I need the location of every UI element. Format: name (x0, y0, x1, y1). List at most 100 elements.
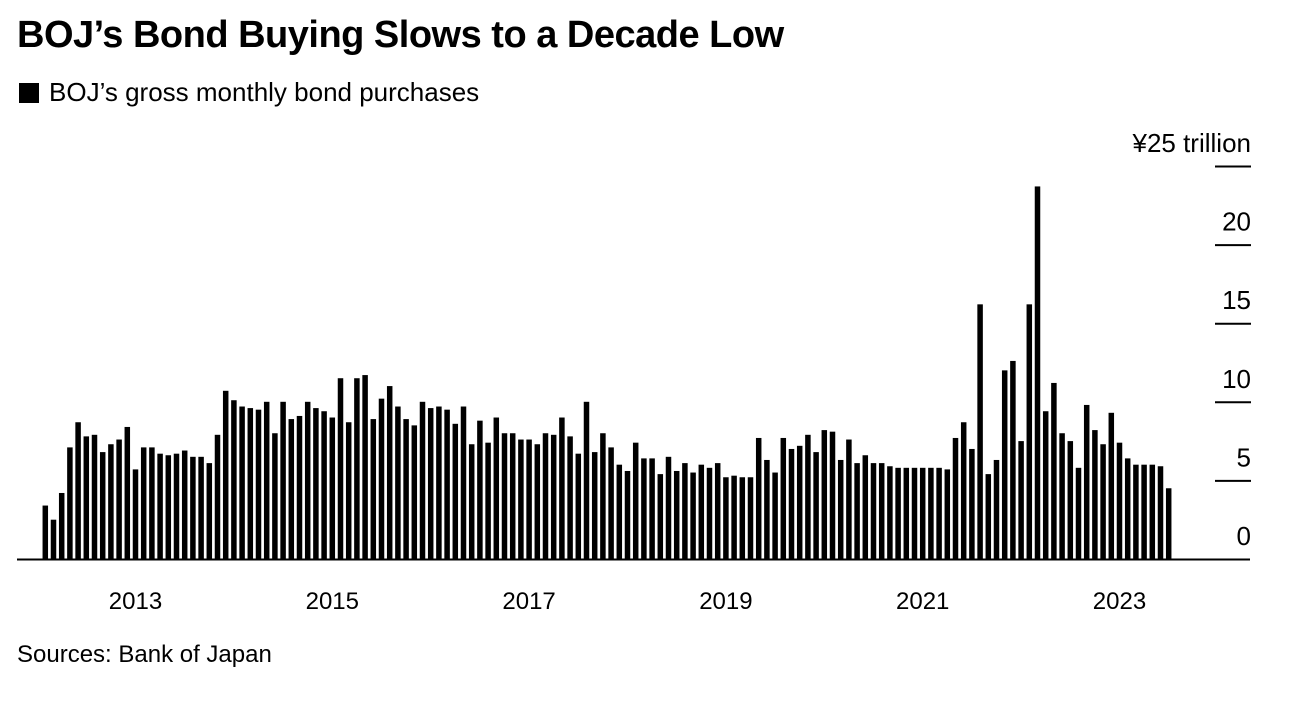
bar (263, 401, 270, 559)
bar (1149, 464, 1156, 559)
bar (255, 409, 262, 559)
bar (140, 447, 147, 559)
bar (969, 448, 975, 559)
bar (534, 444, 541, 559)
bar (714, 463, 721, 559)
bar (337, 378, 344, 559)
bar (1141, 464, 1147, 559)
bar (854, 463, 860, 559)
bar (829, 431, 836, 559)
bar (903, 467, 910, 559)
bar (657, 474, 664, 559)
bar (165, 455, 172, 559)
bar (846, 439, 852, 559)
legend-label: BOJ’s gross monthly bond purchases (49, 77, 480, 107)
bar (1157, 466, 1164, 559)
bar (1083, 404, 1090, 559)
bar (181, 450, 188, 559)
bar (1108, 412, 1115, 559)
bar (591, 452, 598, 559)
bar (632, 442, 639, 559)
chart-title: BOJ’s Bond Buying Slows to a Decade Low (17, 14, 784, 56)
bar (247, 408, 254, 559)
y-axis: 0 5 10 15 20 ¥25 trillion (1131, 128, 1251, 551)
bar (477, 420, 483, 559)
bar (370, 419, 377, 559)
bar (796, 445, 803, 559)
bar (739, 477, 746, 559)
bar (50, 519, 57, 559)
bar (149, 447, 155, 559)
bar (362, 375, 368, 559)
bar (378, 398, 385, 559)
bar (780, 437, 787, 559)
bar (272, 433, 278, 559)
bar (485, 442, 491, 559)
bar (526, 439, 532, 559)
bar (304, 401, 311, 559)
bar (419, 401, 426, 559)
bar (468, 444, 475, 559)
bar (460, 406, 467, 559)
y-tick-label: ¥25 trillion (1131, 128, 1251, 158)
x-axis: 2013 2015 2017 2019 2021 2023 (17, 558, 1250, 615)
bar (1026, 304, 1033, 559)
bar (731, 475, 737, 559)
bar (1001, 370, 1008, 559)
bar (198, 456, 204, 559)
bar (239, 406, 245, 559)
bar (772, 472, 778, 559)
bar (231, 400, 237, 559)
bar (813, 452, 819, 559)
bar (837, 459, 844, 559)
bar (493, 417, 500, 559)
bar (91, 434, 98, 559)
bar (919, 467, 926, 559)
bar (575, 453, 582, 559)
bar (977, 304, 983, 559)
bar (805, 434, 811, 559)
bar (944, 469, 951, 559)
legend-swatch (19, 82, 39, 103)
bar (99, 452, 106, 559)
x-tick-label: 2021 (896, 588, 949, 615)
bar (132, 469, 139, 559)
bar (936, 467, 942, 559)
bar (665, 456, 672, 559)
bar (444, 409, 450, 559)
x-tick-label: 2015 (306, 588, 359, 615)
bar (1042, 411, 1049, 559)
bar (313, 408, 319, 559)
y-tick-label: 5 (1237, 442, 1251, 472)
bar (157, 453, 163, 559)
bar (345, 422, 352, 559)
bar (706, 467, 713, 559)
bar (1018, 441, 1024, 559)
bar (952, 437, 959, 559)
bar (600, 433, 606, 559)
bar (862, 455, 869, 559)
bar (747, 477, 754, 559)
bar (1034, 186, 1041, 559)
bar (928, 467, 934, 559)
bar (42, 505, 49, 559)
bar (436, 406, 442, 559)
bar (870, 463, 877, 559)
bar (206, 463, 213, 559)
bar (1116, 442, 1123, 559)
bar (1067, 441, 1074, 559)
bar (764, 459, 770, 559)
bar (821, 430, 828, 559)
bar (509, 433, 516, 559)
bar (690, 472, 696, 559)
bar (190, 456, 196, 559)
source-note: Sources: Bank of Japan (17, 641, 272, 668)
bar (723, 477, 729, 559)
bar (67, 447, 73, 559)
bar (583, 401, 590, 559)
y-tick-label: 10 (1222, 364, 1251, 394)
bar (755, 437, 762, 559)
bar (1100, 444, 1106, 559)
bar (608, 447, 614, 559)
bar (985, 474, 992, 559)
